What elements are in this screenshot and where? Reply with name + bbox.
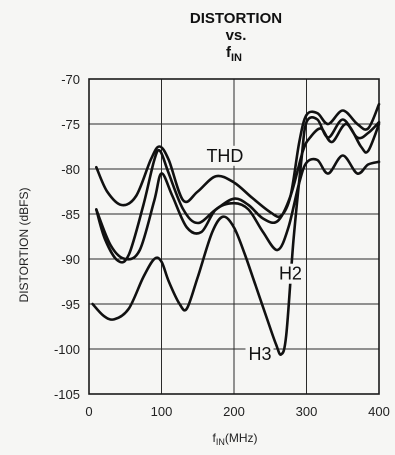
x-tick-label: 100 xyxy=(151,404,173,419)
y-tick-label: -105 xyxy=(54,387,80,402)
y-tick-label: -90 xyxy=(61,252,80,267)
series-line-h3 xyxy=(91,116,381,356)
series-line-unlabeled-2 xyxy=(95,122,381,264)
chart-title-f: f xyxy=(226,44,232,61)
series-line-thd xyxy=(95,102,381,219)
y-tick-label: -80 xyxy=(61,162,80,177)
series-label-h3: H3 xyxy=(249,344,272,364)
plot-area-frame xyxy=(88,78,380,395)
y-tick-label: -85 xyxy=(61,207,80,222)
x-tick-label: 400 xyxy=(368,404,390,419)
series-label-h2: H2 xyxy=(279,264,302,284)
x-tick-label: 200 xyxy=(223,404,245,419)
chart-title-line-2: vs. xyxy=(226,27,247,44)
series-label-bg xyxy=(203,145,243,166)
chart-title-line-3: fIN xyxy=(226,44,242,64)
y-tick-label: -100 xyxy=(54,342,80,357)
x-axis-label-subscript: IN xyxy=(216,437,225,447)
y-tick-label: -70 xyxy=(61,72,80,87)
series-line-h2 xyxy=(95,154,381,261)
x-axis-label-f: f xyxy=(213,431,217,445)
x-tick-label: 300 xyxy=(296,404,318,419)
y-tick-labels: -70 -75 -80 -85 -90 -95 -100 -105 xyxy=(54,72,80,402)
x-axis-label: fIN(MHz) xyxy=(213,431,258,447)
series-label-bg xyxy=(245,343,274,364)
x-axis-label-unit: (MHz) xyxy=(225,431,258,445)
x-tick-labels: 0 100 200 300 400 xyxy=(85,404,389,419)
y-tick-label: -75 xyxy=(61,117,80,132)
series-label-bg xyxy=(275,263,304,284)
x-tick-label: 0 xyxy=(85,404,92,419)
series-label-thd: THD xyxy=(206,146,243,166)
series-labels: THD H2 H3 xyxy=(203,145,304,364)
chart-title-subscript: IN xyxy=(231,52,242,64)
series-group xyxy=(91,102,381,356)
y-tick-label: -95 xyxy=(61,297,80,312)
y-axis-label: DISTORTION (dBFS) xyxy=(17,188,31,303)
chart-title-line-1: DISTORTION xyxy=(190,10,282,27)
